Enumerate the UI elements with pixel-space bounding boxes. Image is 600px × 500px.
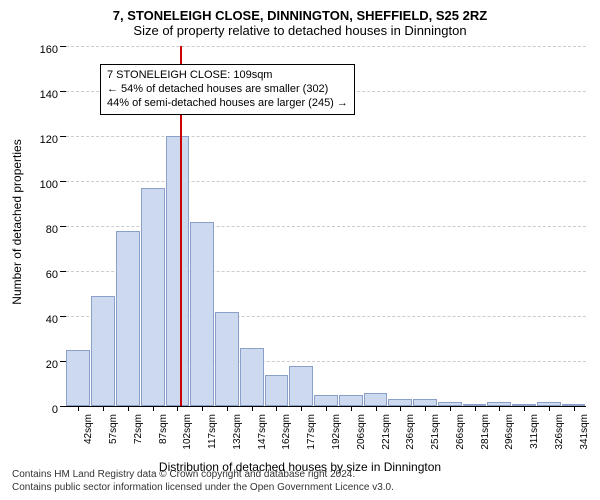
- grid-line: [66, 136, 586, 137]
- histogram-bar: [215, 312, 239, 407]
- histogram-bar: [141, 188, 165, 406]
- x-tick: [128, 406, 129, 411]
- histogram-bar: [413, 399, 437, 406]
- histogram-bar: [240, 348, 264, 407]
- x-tick: [78, 406, 79, 411]
- x-tick-label: 162sqm: [281, 414, 292, 459]
- y-tick-label: 0: [28, 404, 58, 416]
- y-tick-label: 160: [28, 44, 58, 56]
- x-tick: [276, 406, 277, 411]
- y-axis-title: Number of detached properties: [10, 139, 24, 304]
- x-tick: [524, 406, 525, 411]
- x-tick-label: 326sqm: [554, 414, 565, 459]
- histogram-bar: [116, 231, 140, 407]
- x-tick-label: 251sqm: [430, 414, 441, 459]
- x-tick: [301, 406, 302, 411]
- info-box: 7 STONELEIGH CLOSE: 109sqm ← 54% of deta…: [100, 64, 355, 115]
- x-tick-label: 281sqm: [480, 414, 491, 459]
- y-tick: [60, 226, 66, 227]
- y-tick-label: 100: [28, 179, 58, 191]
- histogram-bar: [265, 375, 289, 407]
- x-tick: [376, 406, 377, 411]
- footer-line-1: Contains HM Land Registry data © Crown c…: [12, 468, 394, 481]
- x-tick-label: 132sqm: [232, 414, 243, 459]
- x-tick-label: 177sqm: [306, 414, 317, 459]
- info-line-1: 7 STONELEIGH CLOSE: 109sqm: [107, 69, 348, 83]
- x-tick: [425, 406, 426, 411]
- x-tick-label: 102sqm: [182, 414, 193, 459]
- x-tick: [400, 406, 401, 411]
- y-tick-label: 120: [28, 134, 58, 146]
- x-tick: [475, 406, 476, 411]
- x-tick: [103, 406, 104, 411]
- y-tick-label: 140: [28, 89, 58, 101]
- histogram-bar: [66, 350, 90, 406]
- y-tick-label: 20: [28, 359, 58, 371]
- x-tick-label: 236sqm: [405, 414, 416, 459]
- x-tick: [351, 406, 352, 411]
- y-tick: [60, 91, 66, 92]
- chart-area: Number of detached properties 0204060801…: [6, 42, 594, 452]
- y-tick: [60, 46, 66, 47]
- x-tick: [549, 406, 550, 411]
- y-tick-label: 40: [28, 314, 58, 326]
- grid-line: [66, 181, 586, 182]
- histogram-bar: [339, 395, 363, 406]
- x-tick-label: 57sqm: [108, 414, 119, 459]
- page-title: 7, STONELEIGH CLOSE, DINNINGTON, SHEFFIE…: [6, 8, 594, 23]
- x-tick: [177, 406, 178, 411]
- x-tick-label: 72sqm: [133, 414, 144, 459]
- histogram-bar: [190, 222, 214, 407]
- y-tick-label: 80: [28, 224, 58, 236]
- x-tick: [326, 406, 327, 411]
- histogram-bar: [388, 399, 412, 406]
- histogram-bar: [91, 296, 115, 406]
- x-tick: [574, 406, 575, 411]
- x-tick: [499, 406, 500, 411]
- x-tick-label: 311sqm: [529, 414, 540, 459]
- x-tick-label: 87sqm: [158, 414, 169, 459]
- y-tick: [60, 361, 66, 362]
- x-tick-label: 341sqm: [579, 414, 590, 459]
- histogram-bar: [364, 393, 388, 407]
- histogram-bar: [314, 395, 338, 406]
- x-tick-label: 117sqm: [207, 414, 218, 459]
- x-tick-label: 221sqm: [381, 414, 392, 459]
- footer-line-2: Contains public sector information licen…: [12, 481, 394, 494]
- x-tick-label: 266sqm: [455, 414, 466, 459]
- y-tick: [60, 316, 66, 317]
- page-subtitle: Size of property relative to detached ho…: [6, 23, 594, 38]
- x-tick-label: 192sqm: [331, 414, 342, 459]
- info-line-3: 44% of semi-detached houses are larger (…: [107, 97, 348, 111]
- x-tick: [252, 406, 253, 411]
- x-tick-label: 147sqm: [257, 414, 268, 459]
- footer: Contains HM Land Registry data © Crown c…: [12, 468, 394, 494]
- x-tick: [153, 406, 154, 411]
- x-tick-label: 42sqm: [83, 414, 94, 459]
- x-tick: [450, 406, 451, 411]
- y-tick: [60, 181, 66, 182]
- x-tick-label: 206sqm: [356, 414, 367, 459]
- info-line-2: ← 54% of detached houses are smaller (30…: [107, 83, 348, 97]
- plot-area: 02040608010012014016042sqm57sqm72sqm87sq…: [66, 46, 586, 407]
- y-tick: [60, 406, 66, 407]
- x-tick: [202, 406, 203, 411]
- y-tick: [60, 271, 66, 272]
- x-tick: [227, 406, 228, 411]
- histogram-bar: [289, 366, 313, 407]
- y-tick-label: 60: [28, 269, 58, 281]
- grid-line: [66, 46, 586, 47]
- y-tick: [60, 136, 66, 137]
- histogram-bar: [166, 136, 190, 406]
- x-tick-label: 296sqm: [504, 414, 515, 459]
